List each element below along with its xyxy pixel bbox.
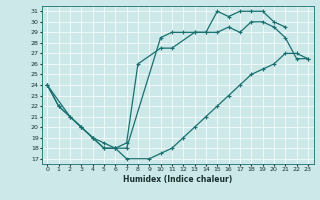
X-axis label: Humidex (Indice chaleur): Humidex (Indice chaleur) — [123, 175, 232, 184]
